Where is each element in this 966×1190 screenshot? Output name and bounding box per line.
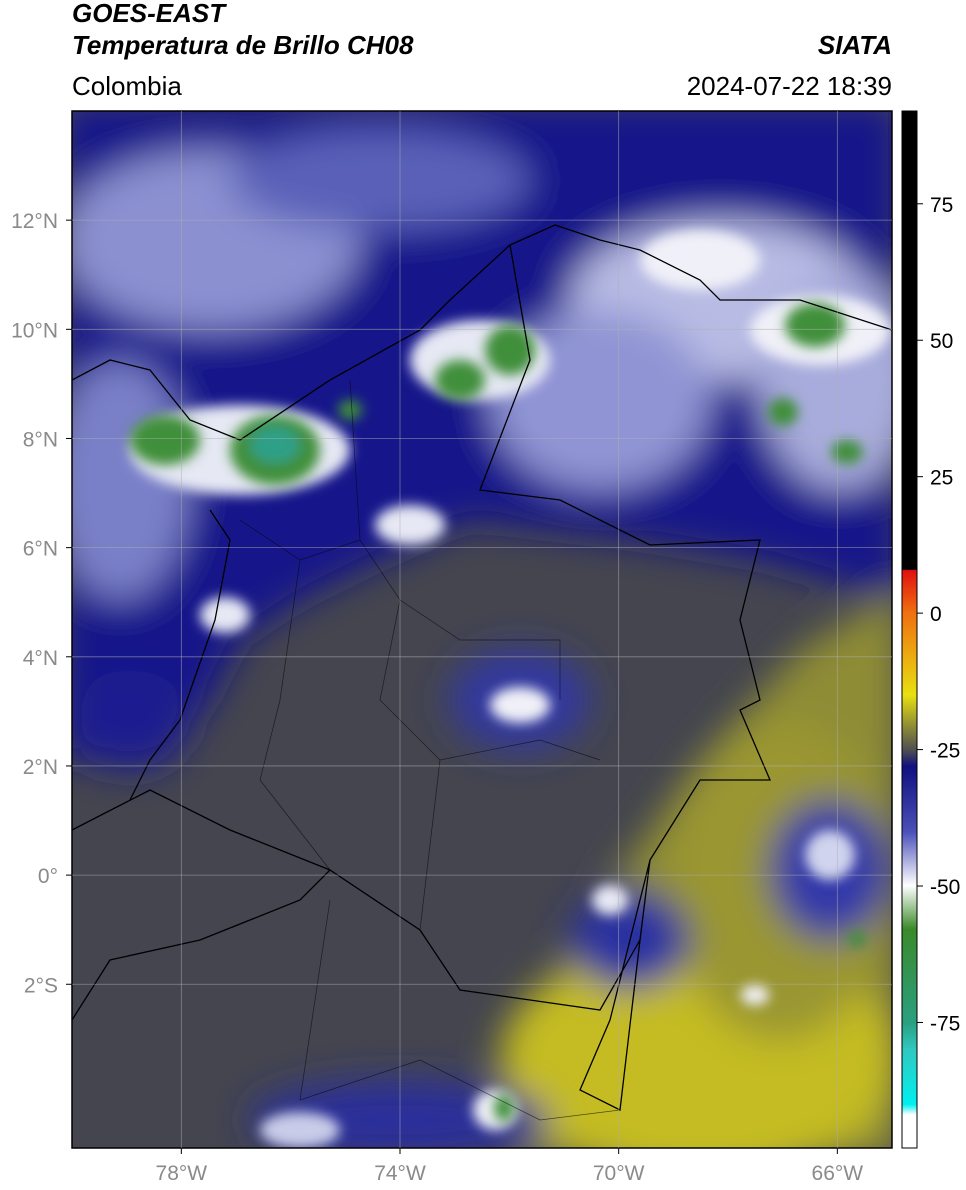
colorbar-tick-label: 50	[930, 330, 953, 353]
subtitle: Temperatura de Brillo CH08	[72, 30, 414, 60]
colorbar-tick-label: 0	[930, 603, 942, 626]
y-tick-label: 4°N	[23, 647, 58, 670]
y-tick-label: 2°N	[23, 756, 58, 779]
x-tick-label: 74°W	[374, 1162, 426, 1185]
x-tick-label: 70°W	[593, 1162, 645, 1185]
timestamp: 2024-07-22 18:39	[687, 71, 892, 101]
colorbar-tick-label: 75	[930, 194, 953, 217]
axes: 78°W 74°W 70°W 66°W 12°N 10°N 8°N 6°N 4°N 2°N 0° 2°…	[11, 111, 960, 1185]
colorbar-tick-label: -75	[930, 1012, 960, 1035]
x-tick-label: 66°W	[812, 1162, 864, 1185]
source: SIATA	[818, 30, 892, 60]
satellite-image	[72, 111, 892, 1148]
y-tick-label: 2°S	[24, 974, 58, 997]
region: Colombia	[72, 71, 182, 101]
colorbar-tick-label: -50	[930, 876, 960, 899]
colorbar-tick-label: 25	[930, 467, 953, 490]
map-frame	[71, 110, 893, 1149]
y-tick-label: 0°	[38, 865, 58, 888]
colorbar	[901, 110, 918, 1149]
title: GOES-EAST	[72, 0, 227, 28]
y-tick-label: 8°N	[23, 428, 58, 451]
y-tick-label: 12°N	[11, 210, 58, 233]
x-tick-label: 78°W	[156, 1162, 208, 1185]
y-tick-label: 6°N	[23, 538, 58, 561]
y-tick-label: 10°N	[11, 319, 58, 342]
colorbar-tick-label: -25	[930, 740, 960, 763]
